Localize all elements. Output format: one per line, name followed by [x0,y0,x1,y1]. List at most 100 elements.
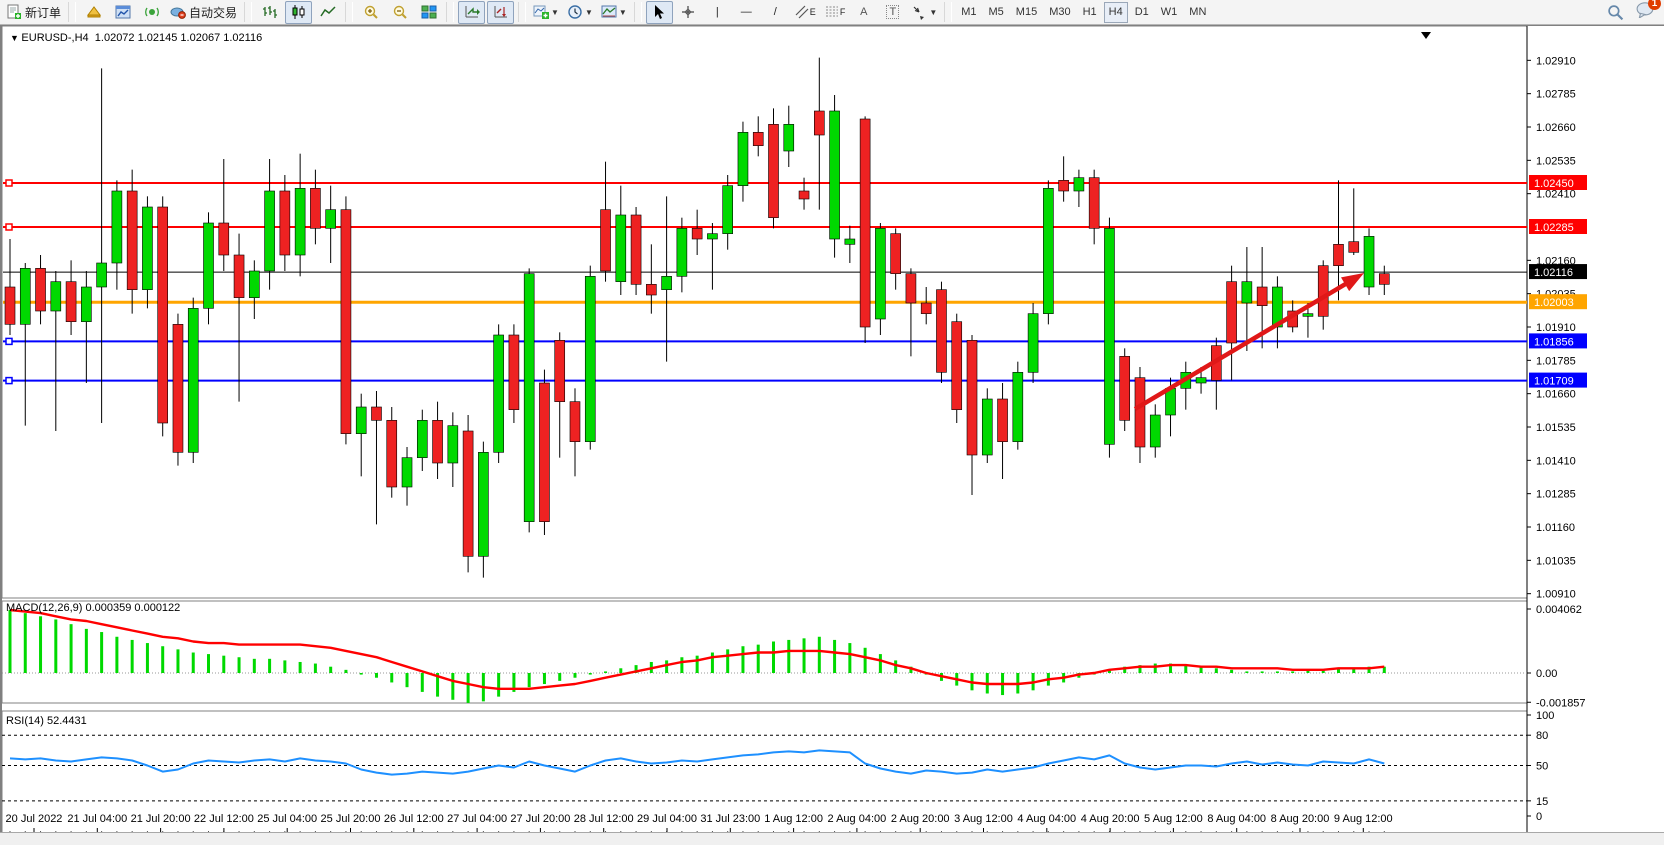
svg-text:1.01410: 1.01410 [1536,455,1576,467]
chart-canvas[interactable]: 1.02910 1.02785 1.02660 1.02535 1.02410 1.021… [2,26,1664,833]
horizontal-line-button[interactable]: — [740,6,752,18]
level-handle[interactable] [5,337,13,346]
svg-text:3 Aug 12:00: 3 Aug 12:00 [954,813,1013,825]
chart-shift-button[interactable] [487,0,515,24]
zoom-in-button[interactable] [357,1,384,24]
price-badge [1529,333,1587,349]
macd-label: MACD(12,26,9) 0.000359 0.000122 [6,602,181,614]
svg-text:1.02160: 1.02160 [1536,255,1576,267]
clock-icon [568,5,582,19]
separator [944,2,953,22]
vertical-line-button[interactable]: | [715,6,719,18]
channel-button[interactable]: E [791,1,819,24]
svg-text:0.00: 0.00 [1536,668,1557,680]
periods-button[interactable]: ▼ [564,1,596,24]
svg-text:1.02285: 1.02285 [1534,222,1574,234]
crosshair-button[interactable] [675,1,702,24]
svg-text:31 Jul 23:00: 31 Jul 23:00 [700,813,760,825]
chart-end-marker-icon[interactable] [1421,32,1431,39]
svg-text:100: 100 [1536,710,1554,722]
timeframe-m1[interactable]: M1 [961,6,977,18]
text-button[interactable]: A [860,6,868,18]
svg-text:2 Aug 20:00: 2 Aug 20:00 [891,813,950,825]
channel-icon [795,5,809,19]
trendline-button[interactable]: / [773,6,777,18]
auto-scroll-button[interactable] [458,0,486,24]
svg-text:20 Jul 2022: 20 Jul 2022 [6,813,63,825]
svg-text:1.01535: 1.01535 [1536,422,1576,434]
price-levels-layer[interactable] [3,179,1527,385]
chart-dropdown-icon[interactable]: ▼ [10,33,22,43]
chart-window[interactable]: 1.02910 1.02785 1.02660 1.02535 1.02410 1.021… [0,25,1664,833]
svg-text:1.00910: 1.00910 [1536,589,1576,601]
svg-text:22 Jul 12:00: 22 Jul 12:00 [194,813,254,825]
svg-text:21 Jul 20:00: 21 Jul 20:00 [131,813,191,825]
rsi-layer [2,734,1527,802]
timeframe-d1[interactable]: D1 [1134,6,1149,18]
toolbar-right: 1 [1607,0,1661,23]
separator [345,2,354,22]
horizontal-scrollbar[interactable] [0,832,1664,845]
svg-text:26 Jul 12:00: 26 Jul 12:00 [384,813,444,825]
svg-text:8 Aug 20:00: 8 Aug 20:00 [1271,813,1330,825]
timeframe-m15[interactable]: M15 [1015,6,1038,18]
text-label-button[interactable]: T [879,1,906,24]
svg-text:28 Jul 12:00: 28 Jul 12:00 [574,813,634,825]
tile-windows-icon [421,5,437,19]
main-toolbar: 新订单 自动交易 ▼ ▼ [0,0,1664,25]
rsi-label: RSI(14) 52.4431 [6,715,87,727]
new-order-icon [7,4,21,19]
tile-windows-button[interactable] [415,1,442,24]
svg-text:-0.001857: -0.001857 [1536,697,1586,709]
line-chart-button[interactable] [314,1,341,24]
zoom-out-button[interactable] [386,1,413,24]
auto-trading-button[interactable]: 自动交易 [167,1,240,24]
trend-arrow[interactable] [1133,278,1354,411]
svg-text:1.01785: 1.01785 [1536,355,1576,367]
svg-text:9 Aug 12:00: 9 Aug 12:00 [1334,813,1393,825]
svg-text:1.01856: 1.01856 [1534,336,1574,348]
svg-text:4 Aug 20:00: 4 Aug 20:00 [1081,813,1140,825]
timeframe-h4[interactable]: H4 [1103,1,1128,23]
dropdown-arrow-icon: ▼ [618,7,627,17]
level-handle[interactable] [5,376,13,385]
timeframe-m30[interactable]: M30 [1049,6,1071,18]
svg-text:1.01035: 1.01035 [1536,555,1576,567]
timeframe-h1[interactable]: H1 [1082,6,1097,18]
svg-text:27 Jul 20:00: 27 Jul 20:00 [510,813,570,825]
market-watch-button[interactable] [80,1,107,24]
new-order-button[interactable]: 新订单 [3,1,64,24]
cursor-button[interactable] [645,0,673,24]
candlestick-button[interactable] [285,0,313,24]
new-order-label: 新订单 [25,5,62,20]
svg-text:0.004062: 0.004062 [1536,604,1582,616]
timeframe-mn[interactable]: MN [1189,6,1207,18]
trend-arrow-head[interactable] [1340,273,1364,292]
level-handle[interactable] [5,179,13,187]
zoom-out-icon [393,5,407,19]
news-button[interactable] [138,1,165,24]
svg-text:1.02785: 1.02785 [1536,89,1576,101]
svg-text:5 Aug 12:00: 5 Aug 12:00 [1144,813,1203,825]
timeframe-m5[interactable]: M5 [988,6,1004,18]
price-badge [1529,294,1587,310]
svg-text:1.02660: 1.02660 [1536,122,1576,134]
search-icon[interactable] [1607,4,1624,21]
level-handle[interactable] [5,223,13,231]
svg-text:1.02535: 1.02535 [1536,155,1576,167]
bar-chart-button[interactable] [256,1,283,24]
timeframe-w1[interactable]: W1 [1160,6,1178,18]
notifications-button[interactable]: 1 [1636,0,1661,23]
svg-text:2 Aug 04:00: 2 Aug 04:00 [828,813,887,825]
svg-text:1.01160: 1.01160 [1536,522,1575,534]
fibonacci-button[interactable]: F [821,1,849,24]
indicators-button[interactable]: ▼ [530,1,562,24]
svg-text:1.01285: 1.01285 [1536,489,1576,501]
svg-text:1.02450: 1.02450 [1534,178,1574,190]
svg-text:1.02116: 1.02116 [1534,267,1573,279]
arrows-tool-button[interactable]: ▼ [908,1,940,24]
separator [518,2,527,22]
chart-window-button[interactable] [109,1,136,24]
timeframe-switcher: M1 M5 M15 M30 H1 H4 D1 W1 MN [955,1,1212,23]
templates-button[interactable]: ▼ [598,1,630,24]
